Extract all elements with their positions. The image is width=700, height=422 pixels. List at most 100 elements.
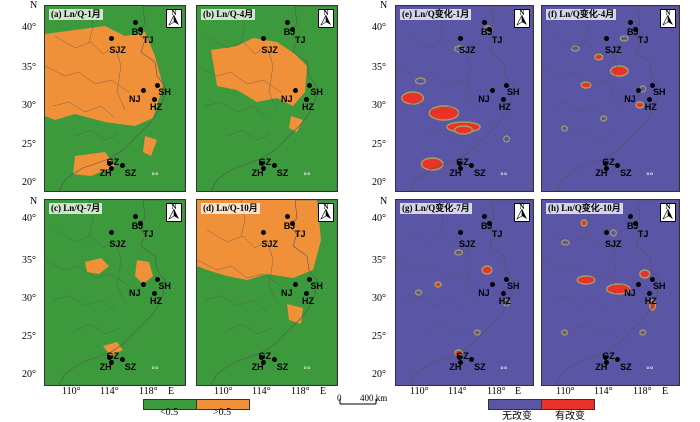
city-dot xyxy=(633,27,639,33)
legend-label-change: 有改变 xyxy=(555,411,585,422)
province-border xyxy=(114,45,126,111)
city-label-nj: NJ xyxy=(129,93,141,104)
change-boundary xyxy=(570,45,580,52)
city-label-sz: SZ xyxy=(620,361,632,372)
province-border xyxy=(542,65,625,93)
city-label-hz: HZ xyxy=(498,296,511,307)
panel-label: (f) Ln/Q变化-4月 xyxy=(546,9,617,20)
city-dot xyxy=(152,290,158,296)
city-dot xyxy=(155,276,160,282)
land-high-region xyxy=(211,38,307,132)
change-boundary xyxy=(609,229,617,237)
lat-tick-left: 30° xyxy=(22,100,36,111)
city-label-gz: GZ xyxy=(258,350,272,361)
province-border xyxy=(266,239,278,305)
province-border xyxy=(405,35,465,55)
city-label-sh: SH xyxy=(310,87,323,98)
lat-axis-name-left: N xyxy=(30,0,38,11)
city-label-sjz: SJZ xyxy=(261,238,278,249)
city-dot xyxy=(458,359,464,365)
city-dot xyxy=(633,221,639,227)
province-border xyxy=(403,295,465,313)
city-dot xyxy=(260,359,266,365)
lat-tick-right: 30° xyxy=(372,293,386,304)
city-dot xyxy=(272,357,277,363)
province-border xyxy=(610,45,621,111)
city-label-sz: SZ xyxy=(474,167,486,178)
city-dot xyxy=(141,282,146,288)
north-arrow-label: N xyxy=(665,9,671,17)
lat-tick-left: 20° xyxy=(22,369,36,380)
change-boundary xyxy=(560,239,570,246)
panel-label: (h) Ln/Q变化-10月 xyxy=(546,203,623,214)
city-dot xyxy=(120,163,125,169)
island-marks: °° xyxy=(151,170,159,181)
city-dot xyxy=(259,161,265,167)
city-label-nj: NJ xyxy=(624,287,636,298)
province-border xyxy=(74,323,120,335)
land-high-region xyxy=(197,200,321,324)
lon-tick: 110° xyxy=(214,386,233,397)
province-border xyxy=(405,229,465,249)
city-dot xyxy=(108,359,114,365)
province-border xyxy=(45,259,130,287)
city-label-hz: HZ xyxy=(302,102,314,113)
city-dot xyxy=(108,36,114,42)
province-border xyxy=(197,65,282,93)
city-dot xyxy=(649,276,655,282)
city-label-tj: TJ xyxy=(295,34,306,45)
coastline xyxy=(210,6,337,191)
change-boundary xyxy=(560,125,569,132)
city-dot xyxy=(627,19,633,25)
legend-swatch-change xyxy=(541,399,595,410)
province-border xyxy=(464,239,475,305)
change-region xyxy=(635,101,645,109)
city-label-hz: HZ xyxy=(150,296,162,307)
lon-axis-name: E xyxy=(662,386,669,397)
map-panel-h: (h) Ln/Q变化-10月 N BJ TJ SJZ SH NJ HZ GZ ZH SZ °° xyxy=(541,199,680,386)
city-label-bj: BJ xyxy=(131,221,144,232)
coastline xyxy=(555,6,679,191)
north-arrow-icon: N xyxy=(318,203,334,222)
island-marks: °° xyxy=(151,364,159,375)
province-border xyxy=(396,259,479,287)
change-boundary xyxy=(454,249,464,256)
island-marks: °° xyxy=(646,170,654,181)
city-dot xyxy=(487,27,493,33)
lon-tick: 110° xyxy=(410,386,429,397)
lat-tick-right: 30° xyxy=(372,100,386,111)
lon-tick: 118° xyxy=(487,386,506,397)
lat-axis-name-left-2: N xyxy=(30,196,38,207)
city-dot xyxy=(615,357,621,363)
change-boundary xyxy=(619,35,629,42)
city-label-tj: TJ xyxy=(491,34,503,45)
city-label-gz: GZ xyxy=(106,156,120,167)
land-high-region xyxy=(45,26,163,176)
province-border xyxy=(197,259,282,287)
lat-axis-name-right-2: N xyxy=(380,196,388,207)
province-border xyxy=(610,239,621,305)
city-label-tj: TJ xyxy=(143,228,154,239)
city-label-zh: ZH xyxy=(99,361,112,372)
city-label-gz: GZ xyxy=(106,350,120,361)
city-dot xyxy=(293,282,298,288)
city-label-bj: BJ xyxy=(283,27,296,38)
city-dot xyxy=(290,221,296,227)
province-border xyxy=(425,323,469,335)
change-boundary xyxy=(639,329,647,336)
city-dot xyxy=(649,82,655,88)
province-border xyxy=(206,229,268,249)
change-boundary xyxy=(454,45,466,53)
map-panel-d: (d) Ln/Q-10月 N BJ TJ SJZ SH NJ HZ GZ ZH SZ °° xyxy=(196,199,338,386)
lon-axis-name: E xyxy=(168,386,175,397)
panel-label: (a) Ln/Q-1月 xyxy=(49,9,103,20)
city-label-hz: HZ xyxy=(150,102,162,113)
city-dot xyxy=(487,221,493,227)
city-label-tj: TJ xyxy=(143,34,154,45)
province-border xyxy=(396,65,479,93)
city-label-bj: BJ xyxy=(480,221,493,232)
change-boundary xyxy=(414,77,426,85)
north-arrow-label: N xyxy=(171,203,177,211)
city-dot xyxy=(132,213,138,219)
city-label-sh: SH xyxy=(506,87,520,98)
